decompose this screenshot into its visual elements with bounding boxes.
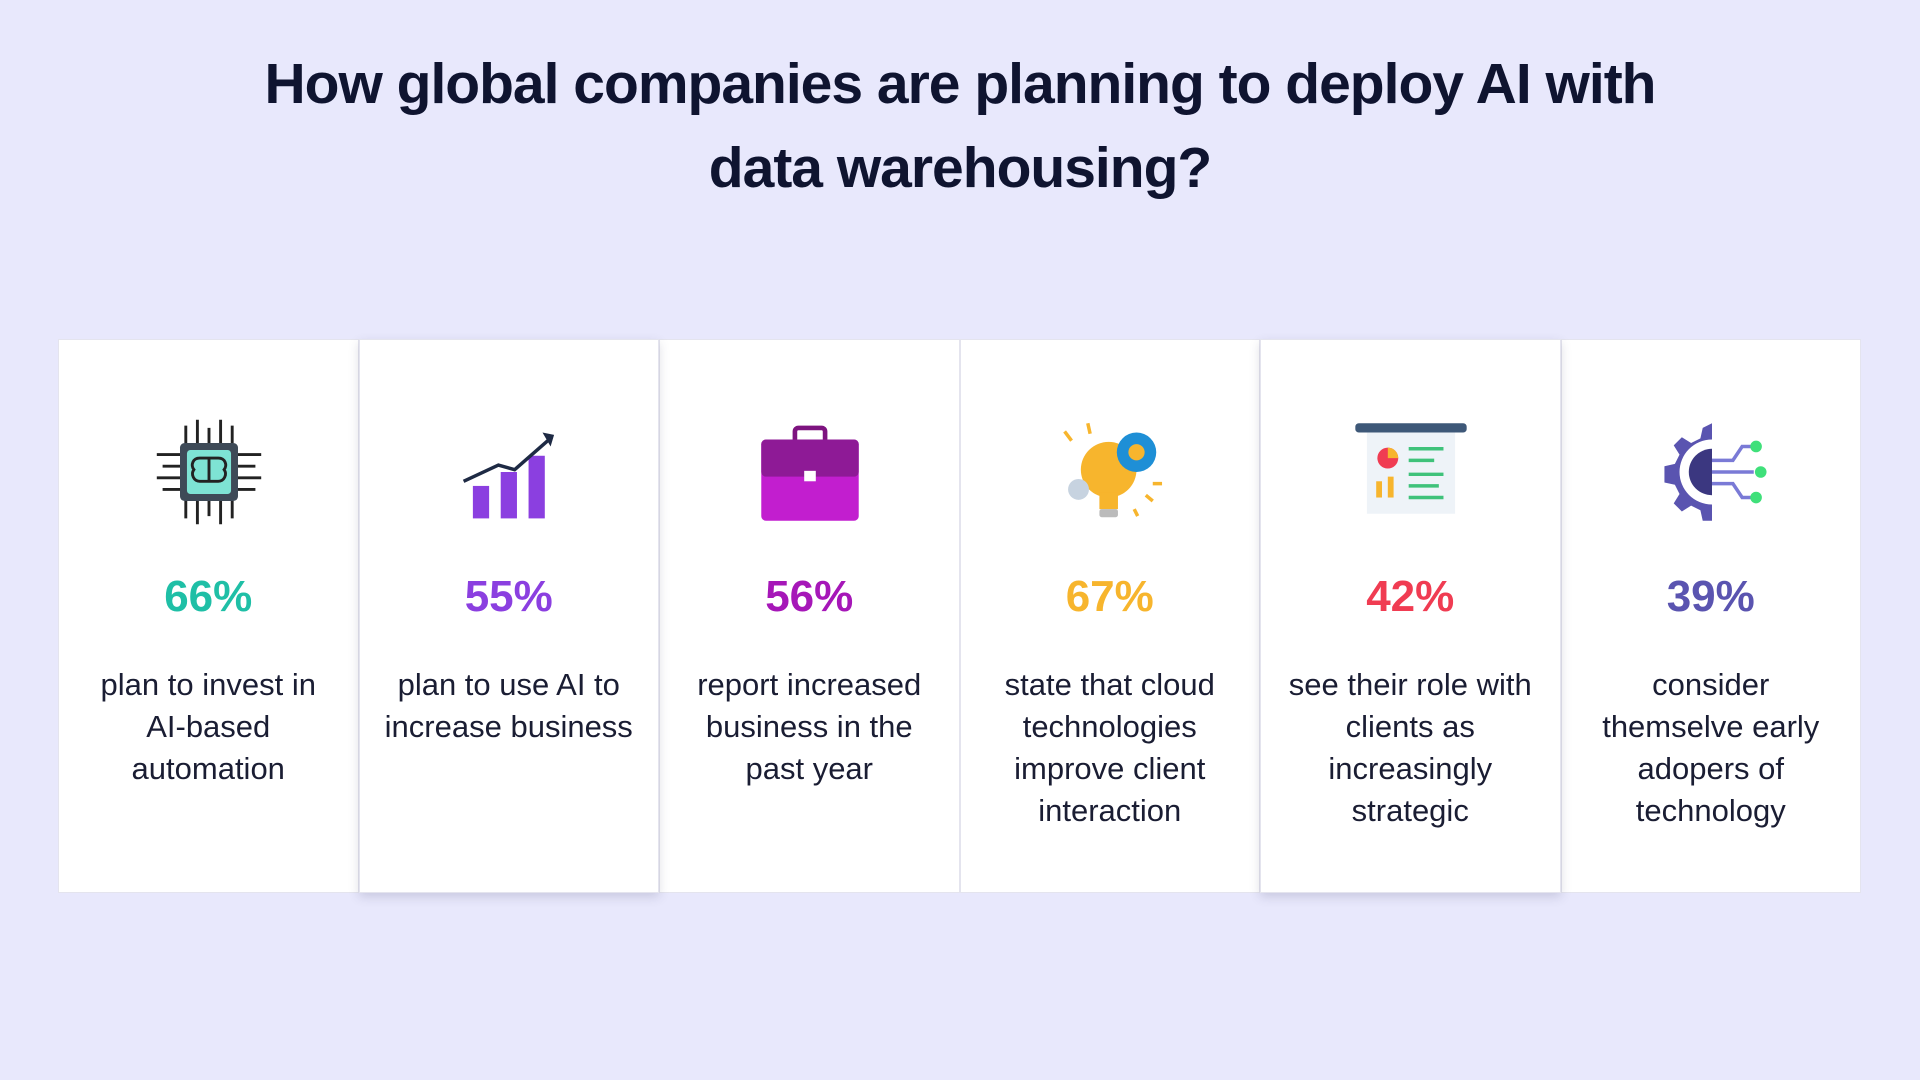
stat-text: see their role with clients as increasin… [1288,667,1532,828]
idea-icon [1062,422,1162,518]
stat-card: 56% report increased business in the pas… [659,339,960,893]
card-row: 66% plan to invest in AI-based automatio… [58,339,1861,893]
stat-card: 39% consider themselve early adopers of … [1560,339,1861,893]
stat-text: report increased business in the past ye… [697,667,922,786]
presentation-icon [1355,423,1467,514]
stat-value: 67% [1065,572,1154,621]
stat-text: plan to invest in AI-based automation [100,667,316,786]
stat-card: 66% plan to invest in AI-based automatio… [58,339,359,893]
stat-value: 56% [765,572,854,621]
stat-value: 55% [464,572,553,621]
tech-icon [1663,423,1767,521]
stat-value: 42% [1366,572,1455,621]
stat-card: 55% plan to use AI to increase business [358,339,659,893]
stat-text: state that cloud technologies improve cl… [1004,667,1215,828]
stat-card: 42% see their role with clients as incre… [1260,339,1561,893]
stat-text: consider themselve early adopers of tech… [1602,667,1820,828]
stat-value: 66% [164,572,253,621]
stat-card: 67% state that cloud technologies improv… [959,339,1260,893]
stat-value: 39% [1666,572,1755,621]
briefcase-icon [761,425,859,521]
growth-icon [462,432,554,519]
page-title: How global companies are planning to dep… [264,52,1656,200]
chip-icon [156,419,262,525]
stat-text: plan to use AI to increase business [384,667,633,744]
